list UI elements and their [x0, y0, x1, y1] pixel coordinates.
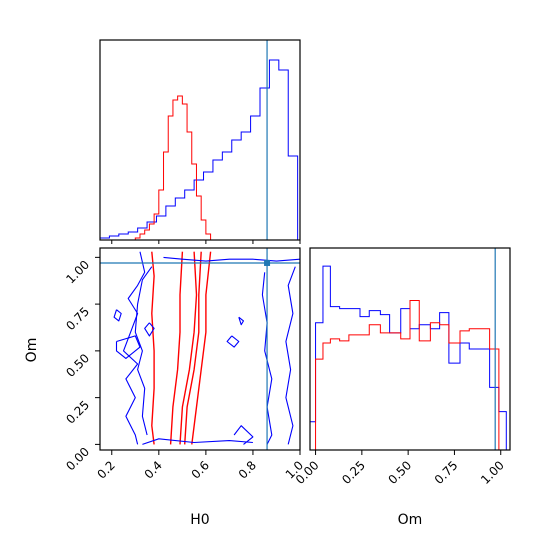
contour-series-0-path-3	[184, 251, 202, 445]
h0-marginal-frame	[99, 39, 301, 241]
om-x-tick-label-1: 0.25	[339, 458, 368, 487]
om-x-tick-label-3: 0.75	[432, 458, 461, 487]
om-marginal-frame	[309, 247, 511, 451]
x-axis-label-om: Om	[398, 512, 423, 528]
om-x-tick-label-4: 1.00	[478, 458, 507, 487]
contour-series-1-path-6	[233, 425, 254, 445]
om-x-tick-label-2: 0.50	[385, 458, 414, 487]
contour-series-1-path-9	[238, 316, 245, 326]
contour-series-1-path-10	[144, 322, 155, 337]
h0-om-contour-panel: 0.2 0.4 0.6 0.8 1.0 0.000.250.500.751.00 H0 …	[24, 247, 306, 528]
h0-histogram-series-0	[99, 59, 299, 240]
contour-series-1-path-2	[163, 256, 301, 262]
om-y-tick-label-1: 0.25	[63, 398, 92, 427]
h0-histogram-series-1	[134, 95, 212, 240]
om-y-tick-label-2: 0.50	[63, 351, 92, 380]
om-y-tick-label-3: 0.75	[63, 304, 92, 333]
om-marginal-panel: 0.00 0.25 0.50 0.75 1.00 Om	[293, 247, 511, 528]
contour-series-1-path-5	[134, 266, 153, 436]
truth-marker	[264, 259, 271, 266]
om-histogram-series-0	[309, 265, 507, 450]
om-y-tick-label-4: 1.00	[63, 258, 92, 287]
contour-series-0-path-4	[191, 251, 212, 445]
om-histogram-series-1	[315, 300, 500, 450]
h0-x-tick-label-2: 0.6	[189, 458, 212, 481]
contour-series-0-path-2	[169, 251, 184, 445]
contour-series-1-path-0	[122, 251, 146, 445]
h0-x-tick-label-0: 0.2	[94, 458, 117, 481]
contour-series-1-path-8	[226, 335, 240, 348]
contour-series-1-path-7	[113, 309, 122, 322]
h0-marginal-panel	[99, 39, 301, 244]
contour-series-0-path-1	[179, 251, 198, 445]
contour-series-1-path-11	[115, 335, 141, 359]
contour-frame	[99, 247, 301, 451]
contour-series-1-path-1	[142, 438, 253, 445]
h0-x-tick-label-1: 0.4	[142, 458, 165, 481]
contour-series-1-path-3	[261, 272, 273, 445]
h0-x-tick-label-3: 0.8	[236, 458, 259, 481]
contour-series-0-path-0	[151, 251, 155, 445]
om-y-tick-label-0: 0.00	[63, 445, 92, 474]
contour-series-1-path-4	[285, 266, 296, 445]
y-axis-label-om: Om	[24, 338, 40, 363]
x-axis-label-h0: H0	[190, 512, 209, 528]
